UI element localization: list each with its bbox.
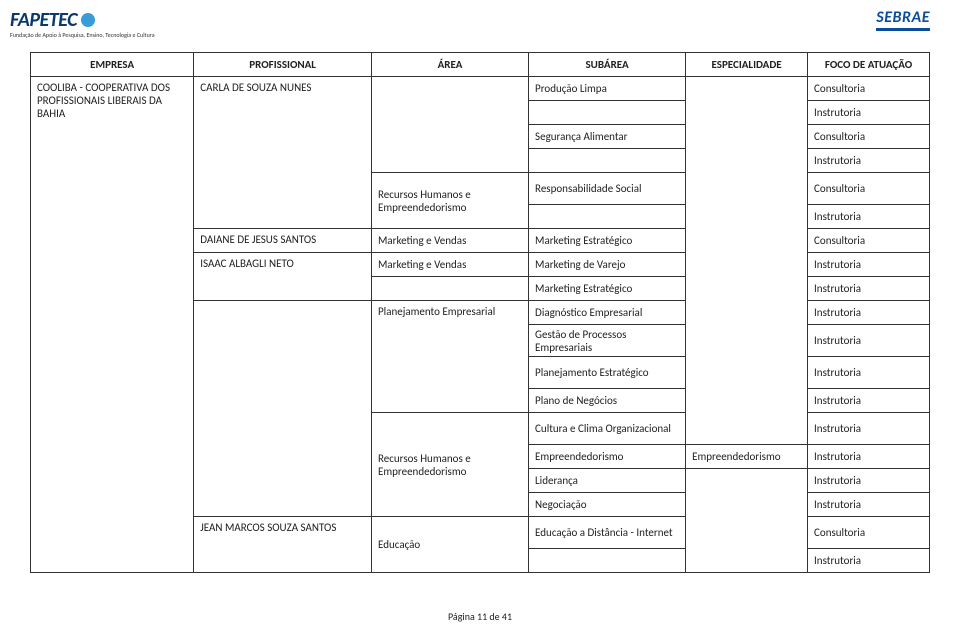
cell-subarea: Liderança (529, 469, 686, 493)
cell-subarea: Responsabilidade Social (529, 173, 686, 205)
cell-foco: Instrutoria (808, 445, 930, 469)
cell-foco: Consultoria (808, 517, 930, 549)
cell-foco: Instrutoria (808, 277, 930, 301)
col-especialidade: ESPECIALIDADE (686, 53, 808, 77)
cell-prof: ISAAC ALBAGLI NETO (194, 253, 372, 301)
cell-empresa: COOLIBA - COOPERATIVA DOS PROFISSIONAIS … (31, 77, 194, 573)
cell-area: Educação (371, 517, 528, 573)
cell-subarea (529, 205, 686, 229)
cell-subarea: Empreendedorismo (529, 445, 686, 469)
cell-subarea (529, 149, 686, 173)
cell-espec (686, 77, 808, 445)
cell-foco: Consultoria (808, 173, 930, 205)
cell-area: Recursos Humanos e Empreendedorismo (371, 413, 528, 517)
cell-foco: Instrutoria (808, 149, 930, 173)
cell-subarea: Diagnóstico Empresarial (529, 301, 686, 325)
cell-subarea: Produção Limpa (529, 77, 686, 101)
cell-foco: Instrutoria (808, 325, 930, 357)
cell-foco: Instrutoria (808, 253, 930, 277)
cell-prof: DAIANE DE JESUS SANTOS (194, 229, 372, 253)
col-area: ÁREA (371, 53, 528, 77)
cell-foco: Instrutoria (808, 205, 930, 229)
cell-prof: CARLA DE SOUZA NUNES (194, 77, 372, 229)
cell-foco: Instrutoria (808, 357, 930, 389)
sebrae-logo: SEBRAE (876, 8, 930, 31)
cell-foco: Instrutoria (808, 493, 930, 517)
cell-foco: Consultoria (808, 229, 930, 253)
cell-prof (194, 301, 372, 517)
cell-area: Planejamento Empresarial (371, 301, 528, 413)
cell-espec (686, 469, 808, 573)
cell-subarea (529, 549, 686, 573)
fapetec-text: FAPETEC (10, 8, 77, 32)
cell-foco: Instrutoria (808, 549, 930, 573)
cell-foco: Instrutoria (808, 389, 930, 413)
cell-area (371, 277, 528, 301)
cell-subarea: Educação a Distância - Internet (529, 517, 686, 549)
fapetec-subtitle: Fundação de Apoio à Pesquisa, Ensino, Te… (10, 31, 155, 39)
col-profissional: PROFISSIONAL (194, 53, 372, 77)
cell-subarea (529, 101, 686, 125)
cell-subarea: Marketing de Varejo (529, 253, 686, 277)
cell-area (371, 77, 528, 173)
cell-subarea: Plano de Negócios (529, 389, 686, 413)
cell-espec: Empreendedorismo (686, 445, 808, 469)
cell-prof: JEAN MARCOS SOUZA SANTOS (194, 517, 372, 573)
logo-right: SEBRAE (876, 8, 930, 31)
fapetec-dot-icon (81, 13, 95, 27)
cell-foco: Consultoria (808, 125, 930, 149)
cell-foco: Instrutoria (808, 301, 930, 325)
cell-subarea: Marketing Estratégico (529, 277, 686, 301)
data-table: EMPRESA PROFISSIONAL ÁREA SUBÁREA ESPECI… (30, 52, 930, 573)
logo-left: FAPETEC Fundação de Apoio à Pesquisa, En… (10, 8, 155, 39)
cell-subarea: Gestão de Processos Empresariais (529, 325, 686, 357)
cell-subarea: Segurança Alimentar (529, 125, 686, 149)
table-row: COOLIBA - COOPERATIVA DOS PROFISSIONAIS … (31, 77, 930, 101)
cell-foco: Instrutoria (808, 469, 930, 493)
cell-area: Recursos Humanos e Empreendedorismo (371, 173, 528, 229)
cell-subarea: Planejamento Estratégico (529, 357, 686, 389)
header-logos: FAPETEC Fundação de Apoio à Pesquisa, En… (0, 0, 960, 48)
cell-subarea: Marketing Estratégico (529, 229, 686, 253)
col-foco: FOCO DE ATUAÇÃO (808, 53, 930, 77)
cell-foco: Consultoria (808, 77, 930, 101)
cell-subarea: Cultura e Clima Organizacional (529, 413, 686, 445)
cell-foco: Instrutoria (808, 413, 930, 445)
cell-area: Marketing e Vendas (371, 229, 528, 253)
col-subarea: SUBÁREA (529, 53, 686, 77)
cell-subarea: Negociação (529, 493, 686, 517)
cell-foco: Instrutoria (808, 101, 930, 125)
fapetec-logo: FAPETEC (10, 8, 95, 32)
cell-area: Marketing e Vendas (371, 253, 528, 277)
table-header-row: EMPRESA PROFISSIONAL ÁREA SUBÁREA ESPECI… (31, 53, 930, 77)
page-footer: Página 11 de 41 (0, 610, 960, 623)
col-empresa: EMPRESA (31, 53, 194, 77)
